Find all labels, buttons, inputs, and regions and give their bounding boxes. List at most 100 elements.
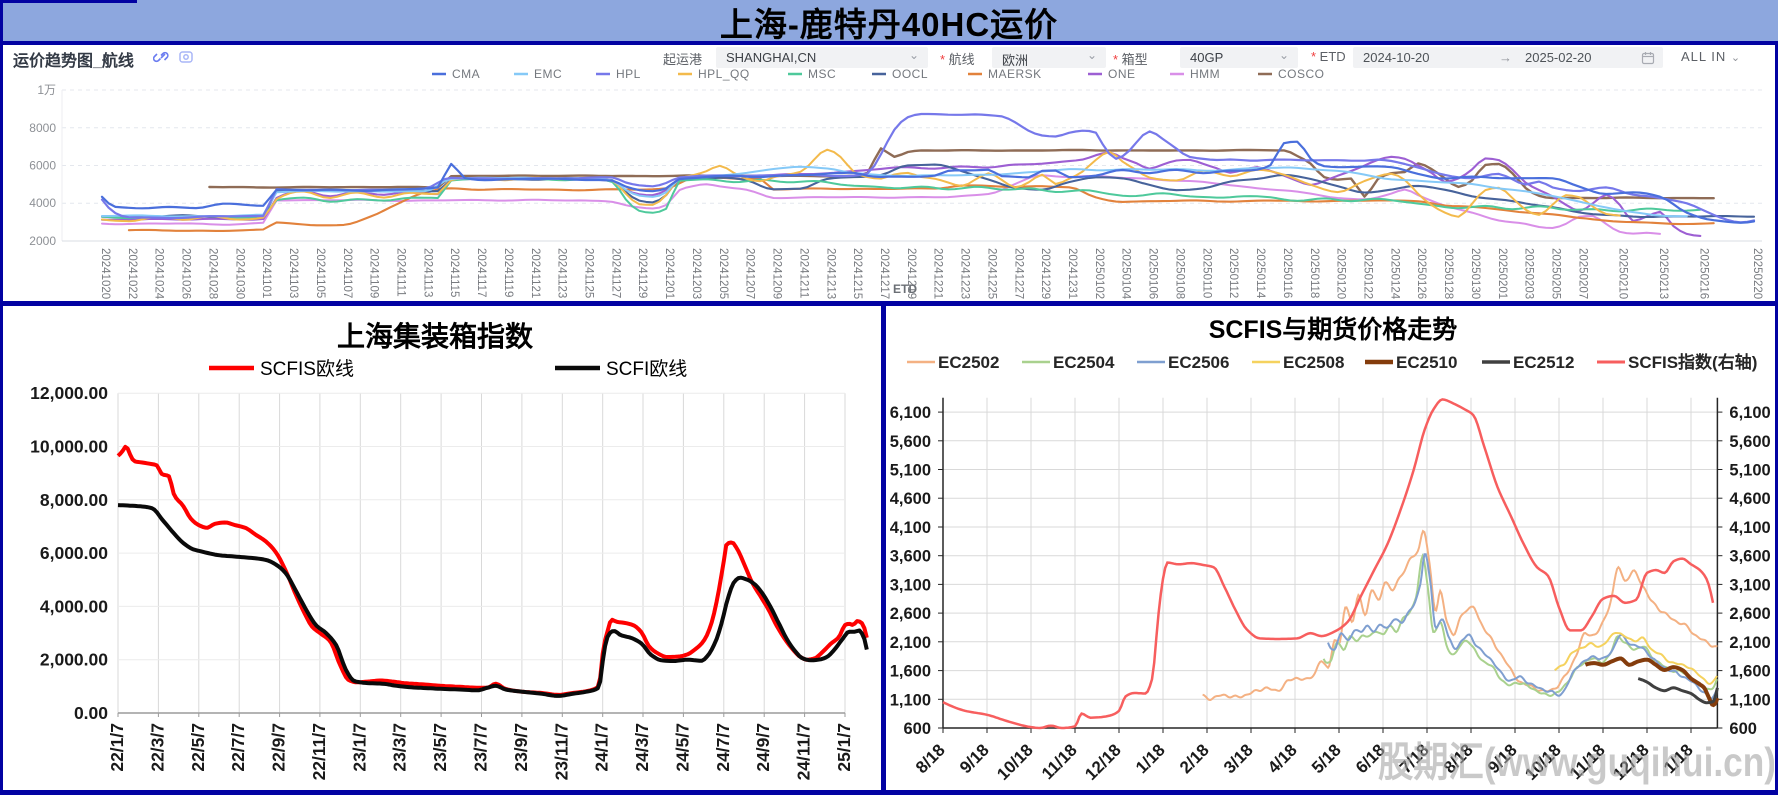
svg-text:20250128: 20250128 <box>1442 248 1454 299</box>
svg-text:4,000.00: 4,000.00 <box>40 596 108 616</box>
svg-text:20241221: 20241221 <box>932 248 944 299</box>
svg-text:HMM: HMM <box>1190 67 1220 81</box>
svg-text:20241121: 20241121 <box>529 248 541 298</box>
svg-text:22/11/7: 22/11/7 <box>309 723 329 780</box>
svg-text:20241201: 20241201 <box>663 248 675 299</box>
svg-text:20250110: 20250110 <box>1200 248 1212 298</box>
svg-text:20250210: 20250210 <box>1617 248 1629 299</box>
svg-text:3/18: 3/18 <box>1220 740 1257 777</box>
svg-text:2000: 2000 <box>29 234 56 248</box>
svg-text:EC2502: EC2502 <box>938 353 999 372</box>
svg-text:22/7/7: 22/7/7 <box>228 723 248 772</box>
svg-text:SCFI欧线: SCFI欧线 <box>606 358 687 380</box>
svg-text:MSC: MSC <box>808 67 836 81</box>
svg-text:20250130: 20250130 <box>1469 248 1481 299</box>
svg-text:ONE: ONE <box>1108 67 1136 81</box>
svg-text:EC2512: EC2512 <box>1513 353 1574 372</box>
svg-text:1万: 1万 <box>37 83 56 97</box>
svg-text:20241022: 20241022 <box>126 248 138 299</box>
svg-text:12/18: 12/18 <box>1081 740 1125 784</box>
svg-text:1,100: 1,100 <box>1729 691 1770 709</box>
svg-text:2/18: 2/18 <box>1176 740 1213 777</box>
svg-text:6000: 6000 <box>29 159 56 173</box>
svg-text:2,600: 2,600 <box>1729 605 1770 623</box>
svg-text:20241231: 20241231 <box>1066 248 1078 299</box>
svg-text:1/18: 1/18 <box>1132 740 1169 777</box>
svg-text:20241125: 20241125 <box>583 248 595 298</box>
svg-text:MAERSK: MAERSK <box>988 67 1042 81</box>
svg-text:2,100: 2,100 <box>890 634 931 652</box>
svg-text:20250116: 20250116 <box>1281 248 1293 298</box>
svg-text:24/7/7: 24/7/7 <box>713 723 733 772</box>
svg-text:20241119: 20241119 <box>502 248 514 297</box>
svg-text:23/9/7: 23/9/7 <box>511 723 531 772</box>
svg-text:8,000.00: 8,000.00 <box>40 490 108 510</box>
svg-text:COSCO: COSCO <box>1278 67 1325 81</box>
svg-text:20250112: 20250112 <box>1227 248 1239 298</box>
svg-text:ETD: ETD <box>893 282 917 296</box>
svg-text:20250203: 20250203 <box>1523 248 1535 299</box>
svg-text:OOCL: OOCL <box>892 67 928 81</box>
svg-text:股期汇(www.guqihui.cn): 股期汇(www.guqihui.cn) <box>1378 739 1774 785</box>
svg-text:20241115: 20241115 <box>448 248 460 297</box>
svg-text:25/1/7: 25/1/7 <box>834 723 854 772</box>
svg-text:20241105: 20241105 <box>314 248 326 298</box>
svg-text:EC2504: EC2504 <box>1053 353 1115 372</box>
svg-text:20250108: 20250108 <box>1174 248 1186 299</box>
svg-text:SCFIS欧线: SCFIS欧线 <box>260 358 354 380</box>
svg-text:22/9/7: 22/9/7 <box>269 723 289 772</box>
svg-text:8000: 8000 <box>29 121 56 135</box>
svg-text:23/1/7: 23/1/7 <box>349 723 369 772</box>
svg-text:20241117: 20241117 <box>475 248 487 297</box>
svg-text:20241123: 20241123 <box>556 248 568 298</box>
svg-text:20250124: 20250124 <box>1388 248 1400 300</box>
svg-text:EC2506: EC2506 <box>1168 353 1229 372</box>
svg-text:20241229: 20241229 <box>1039 248 1051 299</box>
svg-text:2,100: 2,100 <box>1729 634 1770 652</box>
svg-text:20241101: 20241101 <box>260 248 272 298</box>
svg-text:20241211: 20241211 <box>797 248 809 298</box>
svg-text:1,600: 1,600 <box>1729 663 1770 681</box>
svg-text:20241113: 20241113 <box>421 248 433 297</box>
svg-text:20250201: 20250201 <box>1496 248 1508 299</box>
svg-text:24/1/7: 24/1/7 <box>592 723 612 772</box>
svg-text:8/18: 8/18 <box>912 740 949 777</box>
svg-text:20241129: 20241129 <box>636 248 648 298</box>
svg-text:20250126: 20250126 <box>1415 248 1427 299</box>
svg-text:5,600: 5,600 <box>1729 433 1770 451</box>
svg-text:20241207: 20241207 <box>744 248 756 299</box>
svg-text:2,000.00: 2,000.00 <box>40 650 108 670</box>
svg-text:20250102: 20250102 <box>1093 248 1105 299</box>
svg-text:20250122: 20250122 <box>1362 248 1374 299</box>
svg-text:20250114: 20250114 <box>1254 248 1266 299</box>
svg-text:20241219: 20241219 <box>905 248 917 299</box>
svg-text:4,600: 4,600 <box>1729 490 1770 508</box>
svg-text:24/5/7: 24/5/7 <box>672 723 692 772</box>
svg-text:20241109: 20241109 <box>368 248 380 298</box>
svg-text:10/18: 10/18 <box>993 740 1037 784</box>
svg-text:20241020: 20241020 <box>99 248 111 299</box>
svg-text:3,100: 3,100 <box>890 576 931 594</box>
svg-text:EC2510: EC2510 <box>1396 353 1457 372</box>
svg-text:1,600: 1,600 <box>890 663 931 681</box>
svg-text:6,000.00: 6,000.00 <box>40 543 108 563</box>
svg-text:6,100: 6,100 <box>1729 404 1770 422</box>
svg-text:22/3/7: 22/3/7 <box>147 723 167 772</box>
svg-text:24/11/7: 24/11/7 <box>794 723 814 780</box>
svg-text:20241107: 20241107 <box>341 248 353 298</box>
svg-text:20241203: 20241203 <box>690 248 702 299</box>
svg-text:12,000.00: 12,000.00 <box>30 383 108 403</box>
svg-text:20250213: 20250213 <box>1657 248 1669 299</box>
svg-text:5,100: 5,100 <box>890 462 931 480</box>
svg-text:20241213: 20241213 <box>824 248 836 299</box>
svg-text:20250220: 20250220 <box>1751 248 1763 299</box>
svg-text:9/18: 9/18 <box>956 740 993 777</box>
svg-text:11/18: 11/18 <box>1038 740 1081 783</box>
svg-text:5,100: 5,100 <box>1729 462 1770 480</box>
svg-text:20241024: 20241024 <box>153 248 165 300</box>
svg-text:上海集装箱指数: 上海集装箱指数 <box>337 320 534 352</box>
svg-text:10,000.00: 10,000.00 <box>30 437 108 457</box>
svg-text:23/7/7: 23/7/7 <box>471 723 491 772</box>
svg-text:20241225: 20241225 <box>985 248 997 299</box>
svg-text:0.00: 0.00 <box>74 703 108 723</box>
